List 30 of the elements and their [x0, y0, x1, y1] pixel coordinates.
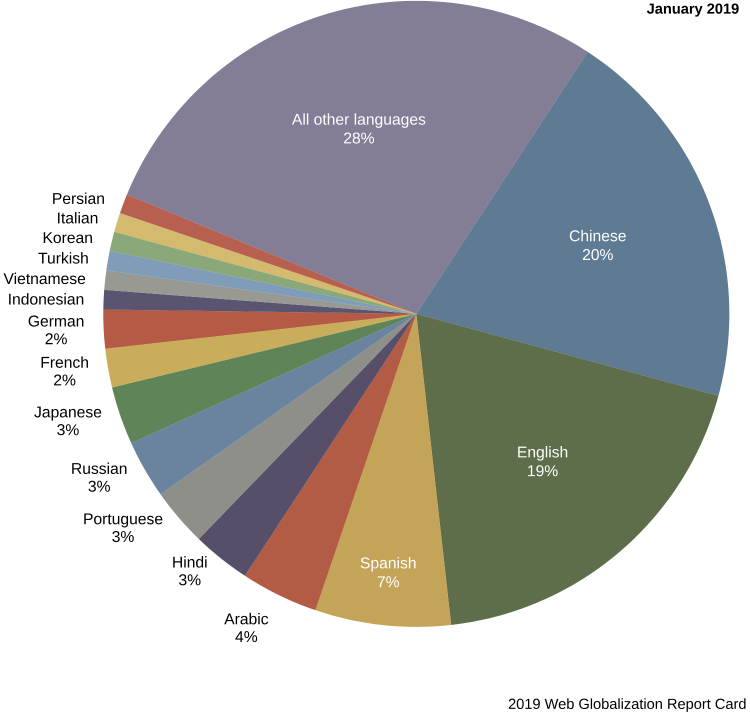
- data-label: 3%: [57, 424, 79, 436]
- data-label: 7%: [378, 576, 399, 588]
- data-label: 28%: [344, 132, 374, 144]
- slice-label: Hindi: [173, 556, 207, 568]
- slice-label: English: [518, 446, 568, 460]
- data-label: 3%: [179, 574, 201, 586]
- data-label: 19%: [528, 465, 558, 476]
- data-label: 2%: [54, 374, 76, 386]
- data-label: 4%: [235, 630, 258, 642]
- data-label: 3%: [112, 530, 134, 542]
- slice-label: Indonesian: [9, 292, 84, 304]
- slice-label: Vietnamese: [4, 272, 86, 284]
- slice-label: Persian: [53, 192, 104, 204]
- text: 2019 Web Globalization Report Card: [508, 698, 746, 712]
- slice-label: Korean: [44, 232, 92, 243]
- chart-title: January 2019: [646, 3, 739, 16]
- slice-label: German: [28, 315, 84, 326]
- data-label: 2%: [46, 333, 67, 344]
- data-label: 3%: [88, 480, 110, 492]
- slice-label: French: [42, 356, 88, 368]
- slice-label: Spanish: [360, 556, 416, 572]
- slice-label: Chinese: [570, 230, 626, 242]
- slice-label: Portuguese: [84, 513, 162, 528]
- slice-label: Arabic: [224, 612, 268, 624]
- slice-label: Turkish: [38, 252, 88, 264]
- slice-label: Japanese: [34, 406, 102, 420]
- slice-label: Russian: [72, 462, 126, 474]
- slice-label: Italian: [58, 212, 98, 224]
- slice-label: All other languages: [292, 113, 426, 128]
- data-label: 20%: [582, 248, 613, 260]
